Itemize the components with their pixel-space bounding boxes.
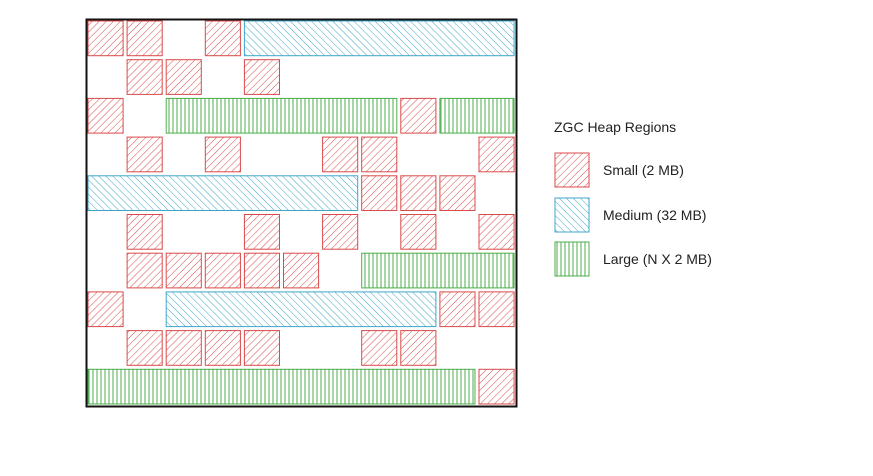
region-small bbox=[126, 252, 163, 289]
region-large bbox=[87, 368, 476, 405]
region-small bbox=[283, 252, 320, 289]
region-small bbox=[87, 97, 124, 134]
legend-label-medium: Medium (32 MB) bbox=[603, 207, 706, 223]
region-small bbox=[126, 330, 163, 366]
region-small bbox=[400, 330, 437, 366]
region-small bbox=[126, 136, 163, 173]
region-small bbox=[126, 20, 163, 57]
legend-title: ZGC Heap Regions bbox=[554, 119, 676, 135]
legend-label-large: Large (N X 2 MB) bbox=[603, 251, 712, 267]
region-small bbox=[439, 291, 476, 328]
region-small bbox=[87, 291, 124, 328]
region-small bbox=[478, 291, 515, 328]
region-small bbox=[204, 330, 241, 366]
region-small bbox=[165, 330, 202, 366]
region-small bbox=[478, 214, 515, 250]
legend-swatch-medium bbox=[554, 197, 590, 233]
region-small bbox=[243, 59, 280, 95]
region-small bbox=[243, 330, 280, 366]
region-small bbox=[165, 252, 202, 289]
region-small bbox=[243, 252, 280, 289]
region-small bbox=[478, 136, 515, 173]
region-medium bbox=[243, 20, 515, 57]
region-large bbox=[361, 252, 515, 289]
heap-border bbox=[85, 18, 518, 408]
region-small bbox=[439, 175, 476, 212]
region-medium bbox=[165, 291, 437, 328]
region-small bbox=[204, 136, 241, 173]
region-small bbox=[204, 252, 241, 289]
region-large bbox=[439, 97, 515, 134]
region-small bbox=[400, 214, 437, 250]
legend: ZGC Heap Regions Small (2 MB) Medium (32… bbox=[554, 119, 712, 277]
legend-swatch-large bbox=[554, 241, 590, 277]
region-small bbox=[478, 368, 515, 405]
region-small bbox=[126, 214, 163, 250]
region-small bbox=[87, 20, 124, 57]
legend-swatch-small bbox=[554, 152, 590, 188]
region-small bbox=[204, 20, 241, 57]
region-large bbox=[165, 97, 398, 134]
region-small bbox=[322, 136, 359, 173]
region-small bbox=[400, 97, 437, 134]
region-small bbox=[322, 214, 359, 250]
region-small bbox=[126, 59, 163, 95]
region-small bbox=[361, 330, 398, 366]
region-medium bbox=[87, 175, 359, 212]
region-small bbox=[361, 175, 398, 212]
region-small bbox=[243, 214, 280, 250]
heap-regions bbox=[87, 20, 515, 405]
region-small bbox=[165, 59, 202, 95]
legend-label-small: Small (2 MB) bbox=[603, 162, 684, 178]
region-small bbox=[400, 175, 437, 212]
region-small bbox=[361, 136, 398, 173]
